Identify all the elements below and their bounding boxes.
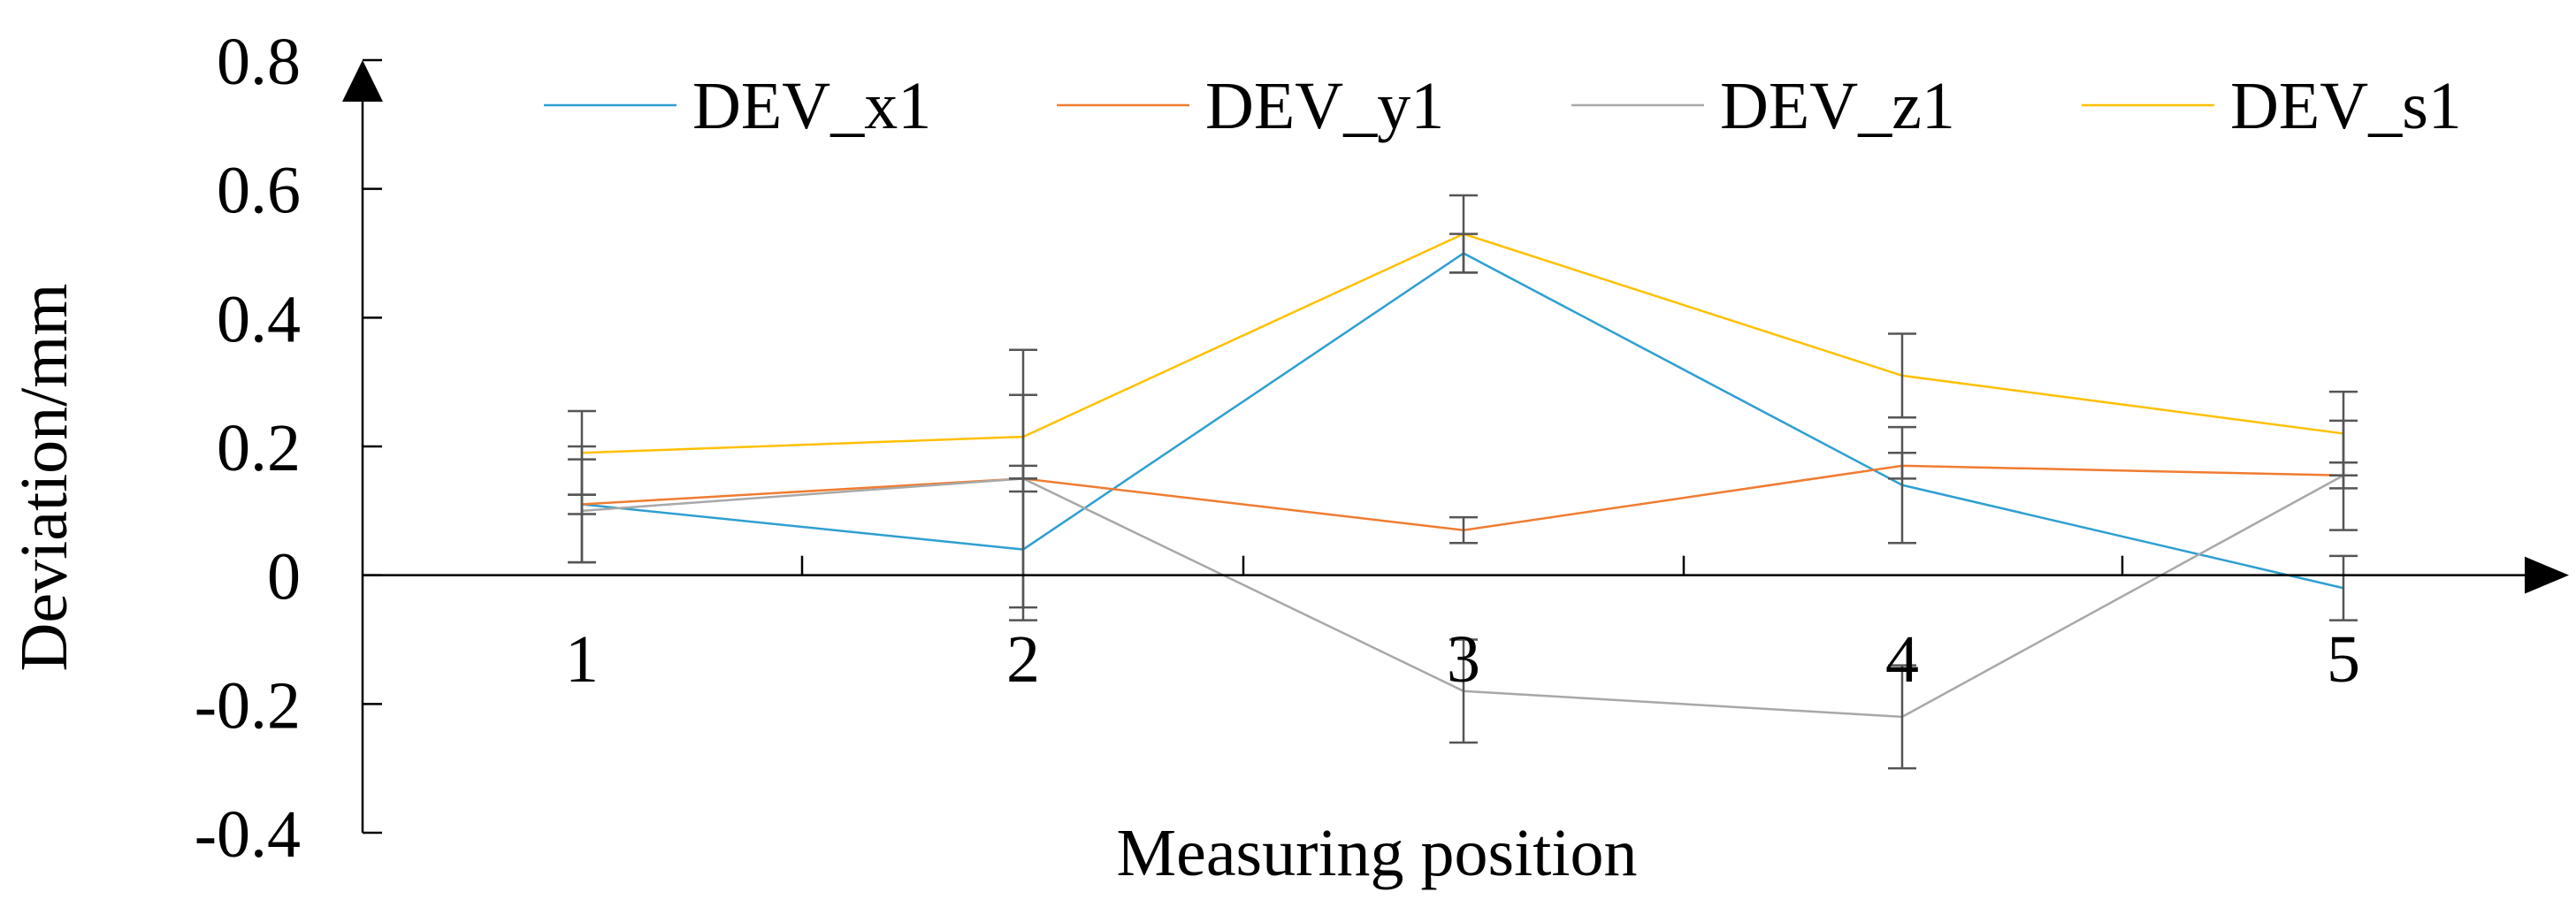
legend-label: DEV_x1 [692, 69, 931, 143]
y-tick-label: 0.4 [217, 282, 301, 356]
error-bar [568, 409, 596, 496]
x-axis-title: Measuring position [1117, 816, 1638, 890]
error-bar [2329, 554, 2358, 621]
x-axis-arrow [2525, 556, 2569, 594]
legend: DEV_x1 DEV_y1 DEV_z1 DEV_s1 [544, 69, 2462, 143]
error-bar [1449, 515, 1478, 545]
legend-label: DEV_s1 [2230, 69, 2462, 143]
error-bar [1888, 664, 1916, 770]
y-tick-label: -0.4 [195, 797, 301, 872]
legend-item: DEV_z1 [1571, 69, 1955, 143]
y-tick-label: 0 [267, 540, 301, 614]
y-axis-arrow [342, 60, 383, 102]
legend-item: DEV_y1 [1057, 69, 1444, 143]
error-bars [568, 194, 2358, 770]
y-tick-label: -0.2 [195, 668, 301, 743]
error-bar [1449, 194, 1478, 274]
legend-item: DEV_s1 [2082, 69, 2462, 143]
x-tick-label: 1 [565, 622, 599, 697]
error-bar [1888, 452, 1916, 480]
x-tick-label: 5 [2327, 622, 2360, 697]
y-tick-label: 0.2 [217, 411, 301, 485]
error-bar [1449, 638, 1478, 744]
axes: -0.4 -0.2 0 0.2 0.4 0.6 0.8 1 2 3 4 5 [195, 25, 2569, 872]
x-tick-label: 2 [1006, 622, 1040, 697]
error-bar [1888, 425, 1916, 545]
y-tick-label: 0.6 [217, 154, 301, 228]
legend-item: DEV_x1 [544, 69, 931, 143]
x-tick-label: 3 [1447, 622, 1480, 697]
error-bar [1888, 332, 1916, 419]
x-tick-label: 4 [1885, 622, 1919, 697]
y-axis-title: Deviation/mm [7, 283, 81, 671]
legend-label: DEV_y1 [1205, 69, 1444, 143]
error-bar [2329, 390, 2358, 477]
legend-label: DEV_z1 [1720, 69, 1955, 143]
error-bar [1009, 393, 1037, 480]
y-tick-label: 0.8 [217, 25, 301, 99]
